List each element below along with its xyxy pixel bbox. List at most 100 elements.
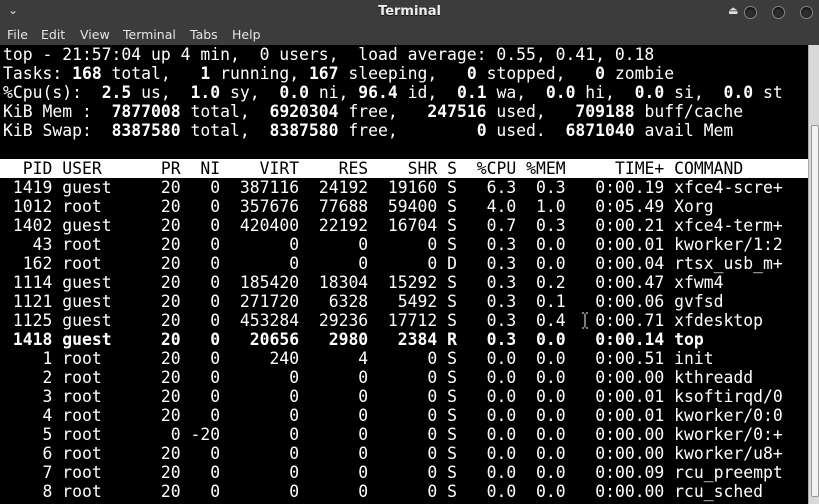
table-row[interactable]: 4 root 20 0 0 0 0 S 0.0 0.0 0:00.01 kwor…: [3, 406, 783, 425]
minimize-button[interactable]: [744, 6, 757, 19]
shade-icon[interactable]: ⏏: [728, 4, 739, 17]
cell-virt: 0: [230, 425, 300, 444]
summary-line: %Cpu(s): 2.5 us, 1.0 sy, 0.0 ni, 96.4 id…: [3, 83, 783, 102]
cell-ni: 0: [190, 330, 221, 349]
column-header-command[interactable]: COMMAND: [674, 159, 744, 178]
menu-file[interactable]: File: [7, 27, 28, 42]
maximize-button[interactable]: [772, 6, 785, 19]
column-header-pr[interactable]: PR: [151, 159, 181, 178]
summary-text: ni,: [308, 83, 359, 102]
column-header-virt[interactable]: VIRT: [230, 159, 300, 178]
cell-res: 22192: [308, 216, 369, 235]
column-header-res[interactable]: RES: [308, 159, 369, 178]
cell-virt: 0: [230, 482, 300, 501]
cell-shr: 0: [378, 425, 438, 444]
summary-value: 0: [476, 121, 487, 140]
table-header: PID USER PR NI VIRT RES SHR S %CPU %MEM …: [0, 159, 808, 178]
table-row[interactable]: 8 root 20 0 0 0 0 S 0.0 0.0 0:00.00 rcu_…: [3, 482, 763, 501]
table-row[interactable]: 5 root 0 -20 0 0 0 S 0.0 0.0 0:00.00 kwo…: [3, 425, 782, 444]
cell-command: kthreadd: [674, 368, 754, 387]
table-row[interactable]: 1419 guest 20 0 387116 24192 19160 S 6.3…: [3, 178, 783, 197]
cell-pid: 1114: [3, 273, 53, 292]
column-header-ni[interactable]: NI: [190, 159, 221, 178]
cell-cpu: 0.0: [466, 444, 517, 463]
cell-res: 29236: [308, 311, 369, 330]
cell-cpu: 4.0: [466, 197, 517, 216]
cell-user: root: [62, 197, 142, 216]
table-row[interactable]: 7 root 20 0 0 0 0 S 0.0 0.0 0:00.09 rcu_…: [3, 463, 782, 482]
cell-s: S: [447, 273, 458, 292]
table-row[interactable]: 6 root 20 0 0 0 0 S 0.0 0.0 0:00.00 kwor…: [3, 444, 782, 463]
summary-text: total,: [180, 121, 270, 140]
menu-edit[interactable]: Edit: [41, 27, 66, 42]
column-header-s[interactable]: S: [447, 159, 458, 178]
cell-pr: 20: [151, 349, 181, 368]
column-header-user[interactable]: USER: [62, 159, 142, 178]
cell-user: root: [62, 425, 142, 444]
column-header-mem[interactable]: %MEM: [526, 159, 566, 178]
cell-shr: 16704: [378, 216, 438, 235]
summary-text: total,: [101, 64, 201, 83]
cell-time: 0:00.01: [575, 235, 665, 254]
table-row[interactable]: 162 root 20 0 0 0 0 D 0.3 0.0 0:00.04 rt…: [3, 254, 783, 273]
cell-time: 0:00.06: [575, 292, 665, 311]
table-row[interactable]: 1121 guest 20 0 271720 6328 5492 S 0.3 0…: [3, 292, 724, 311]
summary-text: st: [753, 83, 783, 102]
cell-user: root: [62, 463, 142, 482]
cell-time: 0:00.01: [575, 387, 665, 406]
cell-ni: 0: [190, 406, 221, 425]
scrollbar[interactable]: [808, 45, 819, 504]
menu-view[interactable]: View: [80, 27, 110, 42]
cell-pid: 1: [3, 349, 53, 368]
table-row[interactable]: 3 root 20 0 0 0 0 S 0.0 0.0 0:00.01 ksof…: [3, 387, 782, 406]
cell-mem: 0.3: [526, 216, 566, 235]
table-row[interactable]: 1 root 20 0 240 4 0 S 0.0 0.0 0:00.51 in…: [3, 349, 713, 368]
cell-user: root: [62, 406, 142, 425]
cell-pid: 1012: [3, 197, 53, 216]
cell-mem: 0.0: [526, 235, 566, 254]
table-row[interactable]: 43 root 20 0 0 0 0 S 0.3 0.0 0:00.01 kwo…: [3, 235, 783, 254]
cell-shr: 0: [378, 482, 438, 501]
table-row[interactable]: 1402 guest 20 0 420400 22192 16704 S 0.7…: [3, 216, 783, 235]
column-header-shr[interactable]: SHR: [378, 159, 438, 178]
summary-line: KiB Mem : 7877008 total, 6920304 free, 2…: [3, 102, 743, 121]
table-row[interactable]: 1125 guest 20 0 453284 29236 17712 S 0.3…: [3, 311, 763, 330]
cell-s: S: [447, 216, 458, 235]
terminal-output[interactable]: top - 21:57:04 up 4 min, 0 users, load a…: [0, 45, 808, 504]
cell-ni: 0: [190, 197, 221, 216]
summary-value: 6871040: [565, 121, 635, 140]
scrollbar-thumb[interactable]: [811, 125, 819, 497]
cell-s: S: [447, 197, 458, 216]
summary-text: free,: [338, 102, 428, 121]
summary-value: 0: [466, 64, 477, 83]
table-row[interactable]: 1012 root 20 0 357676 77688 59400 S 4.0 …: [3, 197, 714, 216]
menubar: File Edit View Terminal Tabs Help: [0, 25, 819, 45]
table-row[interactable]: 2 root 20 0 0 0 0 S 0.0 0.0 0:00.00 kthr…: [3, 368, 753, 387]
cell-shr: 0: [378, 368, 438, 387]
cell-command: kworker/0:0: [674, 406, 783, 425]
column-header-pid[interactable]: PID: [3, 159, 53, 178]
cell-pr: 20: [151, 311, 181, 330]
close-button[interactable]: [800, 6, 813, 19]
column-header-time[interactable]: TIME+: [575, 159, 665, 178]
window-menu-chevron-icon[interactable]: ⌄: [8, 3, 19, 17]
cell-ni: 0: [190, 254, 221, 273]
column-header-cpu[interactable]: %CPU: [466, 159, 517, 178]
menu-tabs[interactable]: Tabs: [190, 27, 218, 42]
summary-text: buff/cache: [634, 102, 744, 121]
menu-terminal[interactable]: Terminal: [123, 27, 176, 42]
cell-pr: 20: [151, 406, 181, 425]
summary-text: used,: [486, 102, 576, 121]
cell-s: S: [447, 406, 458, 425]
cell-time: 0:00.00: [575, 425, 665, 444]
table-row[interactable]: 1114 guest 20 0 185420 18304 15292 S 0.3…: [3, 273, 724, 292]
cell-user: guest: [62, 178, 142, 197]
cell-virt: 0: [230, 235, 300, 254]
cell-command: xfce4-scre+: [674, 178, 783, 197]
menu-help[interactable]: Help: [232, 27, 261, 42]
cell-s: R: [447, 330, 458, 349]
cell-pr: 20: [151, 178, 181, 197]
table-row[interactable]: 1418 guest 20 0 20656 2980 2384 R 0.3 0.…: [3, 330, 704, 349]
cell-shr: 0: [378, 235, 438, 254]
cell-time: 0:00.14: [575, 330, 665, 349]
